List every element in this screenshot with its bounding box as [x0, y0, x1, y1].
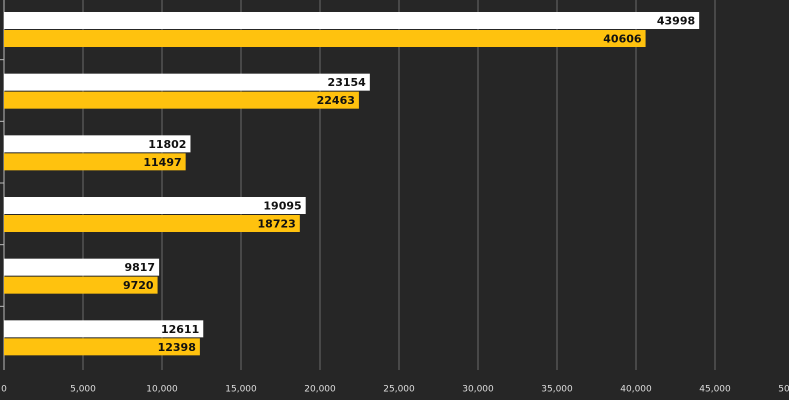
value-label: 23154: [328, 76, 367, 89]
x-tick-label: 5,000: [70, 385, 96, 395]
bar: [4, 73, 370, 91]
value-label: 9817: [124, 261, 155, 274]
value-label: 9720: [123, 279, 154, 292]
x-tick-label: 20,000: [304, 385, 336, 395]
value-label: 43998: [657, 15, 695, 28]
x-tick-label: 35,000: [541, 385, 573, 395]
x-tick-label: 50,000: [778, 385, 789, 395]
value-label: 11802: [148, 138, 186, 151]
x-tick-label: 30,000: [462, 385, 494, 395]
bar: [4, 215, 300, 232]
value-label: 19095: [263, 200, 301, 213]
value-label: 22463: [317, 94, 355, 107]
value-label: 12611: [161, 323, 199, 336]
bar: [4, 338, 200, 356]
value-label: 12398: [158, 341, 196, 354]
x-tick-label: 25,000: [383, 385, 415, 395]
x-tick-label: 15,000: [225, 385, 257, 395]
value-label: 40606: [603, 33, 642, 46]
x-tick-label: 0: [1, 385, 7, 395]
x-tick-label: 10,000: [146, 385, 178, 395]
value-label: 11497: [143, 156, 181, 169]
bar: [4, 320, 204, 338]
bar: [4, 30, 646, 47]
bar: [4, 276, 158, 294]
x-tick-label: 45,000: [699, 385, 731, 395]
bar: [4, 135, 191, 153]
bar: [4, 258, 160, 276]
bar: [4, 197, 306, 214]
x-tick-label: 40,000: [620, 385, 652, 395]
value-label: 18723: [258, 218, 296, 231]
bar: [4, 91, 359, 109]
bar: [4, 12, 700, 29]
bar: [4, 153, 186, 171]
